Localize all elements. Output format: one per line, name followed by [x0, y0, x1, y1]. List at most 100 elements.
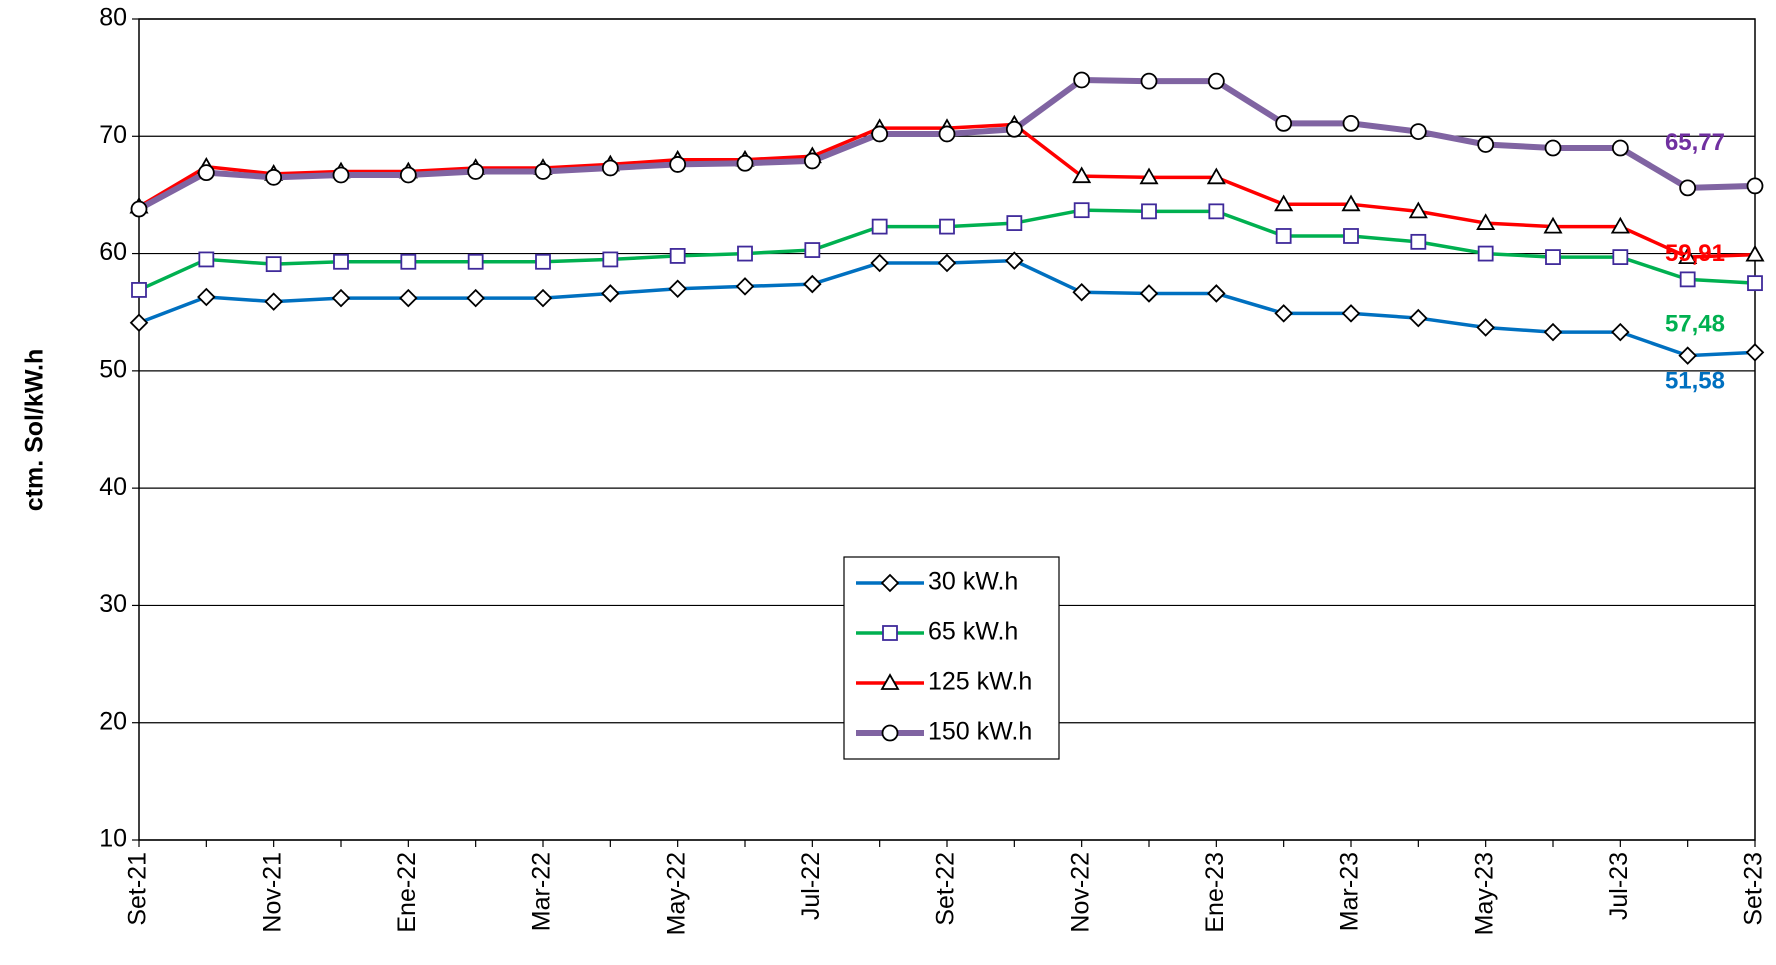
- data-point: [1745, 343, 1765, 362]
- data-point: [1005, 251, 1024, 270]
- data-point: [1610, 216, 1630, 234]
- data-point: [466, 288, 485, 308]
- data-point: [1341, 304, 1361, 323]
- data-point: [533, 288, 553, 308]
- data-point: [804, 242, 821, 258]
- y-tick-label: 80: [99, 4, 127, 32]
- data-point: [1476, 318, 1495, 337]
- data-point: [669, 156, 687, 173]
- data-point: [668, 279, 687, 299]
- data-point: [1408, 201, 1428, 219]
- data-point: [803, 152, 821, 170]
- x-tick-label: Mar-23: [1336, 852, 1364, 931]
- data-point: [1543, 322, 1563, 342]
- data-point: [871, 125, 889, 143]
- data-point: [737, 245, 753, 262]
- data-point: [870, 253, 889, 273]
- data-point: [939, 218, 955, 235]
- y-tick-label: 40: [99, 473, 127, 501]
- data-point: [1544, 139, 1562, 157]
- legend-label: 30 kW.h: [928, 568, 1018, 596]
- data-point: [1477, 245, 1494, 262]
- data-point: [1543, 216, 1563, 234]
- legend-marker: [881, 724, 899, 742]
- legend-label: 150 kW.h: [928, 718, 1032, 746]
- data-point: [1678, 346, 1697, 365]
- data-point: [1206, 167, 1226, 185]
- data-point: [1409, 308, 1428, 328]
- data-point: [1410, 233, 1427, 250]
- data-point: [1072, 166, 1092, 184]
- x-tick-label: Nov-22: [1066, 852, 1094, 933]
- data-point: [602, 251, 619, 268]
- data-point: [1275, 114, 1293, 132]
- data-point: [197, 287, 216, 307]
- series-line: [138, 258, 1756, 358]
- legend-label: 65 kW.h: [928, 618, 1018, 646]
- data-point: [1343, 228, 1359, 244]
- data-point: [331, 288, 351, 308]
- data-point: [1139, 167, 1159, 185]
- data-point: [1072, 283, 1091, 302]
- data-point: [265, 256, 282, 273]
- y-axis-label: ctm. Sol/kW.h: [21, 349, 49, 512]
- legend-marker: [882, 625, 898, 641]
- data-point: [736, 154, 754, 172]
- x-tick-label: Set-23: [1740, 852, 1768, 926]
- data-point: [938, 125, 956, 143]
- data-point: [264, 292, 283, 311]
- data-point: [1141, 203, 1157, 220]
- data-point: [534, 163, 552, 180]
- data-point: [265, 168, 283, 186]
- data-point: [399, 166, 417, 184]
- data-label: 51,58: [1665, 368, 1725, 395]
- data-point: [1342, 114, 1360, 132]
- data-point: [1140, 72, 1158, 90]
- y-tick-label: 50: [99, 355, 127, 383]
- x-tick-label: Jul-22: [797, 852, 825, 920]
- data-point: [1341, 194, 1361, 212]
- data-point: [535, 253, 551, 270]
- data-point: [1274, 304, 1293, 323]
- data-point: [399, 288, 418, 308]
- data-point: [1612, 249, 1629, 265]
- data-point: [1409, 123, 1427, 140]
- data-point: [1207, 72, 1225, 90]
- y-tick-label: 70: [99, 121, 127, 149]
- data-point: [1274, 194, 1294, 212]
- y-tick-label: 30: [99, 590, 127, 618]
- x-tick-label: Set-21: [124, 852, 152, 926]
- data-point: [1275, 228, 1292, 244]
- data-label: 65,77: [1665, 129, 1725, 156]
- data-point: [1073, 202, 1090, 219]
- data-point: [1747, 275, 1763, 292]
- y-tick-label: 10: [99, 825, 127, 853]
- data-point: [1006, 215, 1023, 231]
- data-point: [130, 200, 148, 218]
- legend-label: 125 kW.h: [928, 668, 1032, 696]
- data-point: [1207, 284, 1226, 303]
- data-point: [198, 251, 215, 268]
- data-point: [601, 159, 619, 177]
- data-point: [1545, 249, 1561, 265]
- x-tick-label: May-22: [662, 852, 690, 935]
- data-point: [333, 253, 349, 270]
- data-point: [669, 248, 686, 264]
- x-tick-label: Ene-22: [393, 852, 421, 933]
- data-point: [1477, 136, 1495, 153]
- data-point: [400, 253, 417, 270]
- data-point: [131, 282, 147, 298]
- x-tick-label: Set-22: [932, 852, 960, 926]
- data-point: [129, 313, 149, 333]
- y-tick-label: 60: [99, 238, 127, 266]
- legend-box: [843, 556, 1060, 760]
- x-tick-label: Nov-21: [258, 852, 286, 933]
- data-point: [467, 253, 484, 270]
- data-point: [1476, 213, 1496, 230]
- x-tick-label: Ene-23: [1201, 852, 1229, 933]
- data-point: [601, 284, 620, 303]
- data-point: [332, 166, 350, 184]
- data-point: [937, 253, 957, 273]
- data-point: [1005, 120, 1023, 138]
- data-point: [197, 164, 215, 182]
